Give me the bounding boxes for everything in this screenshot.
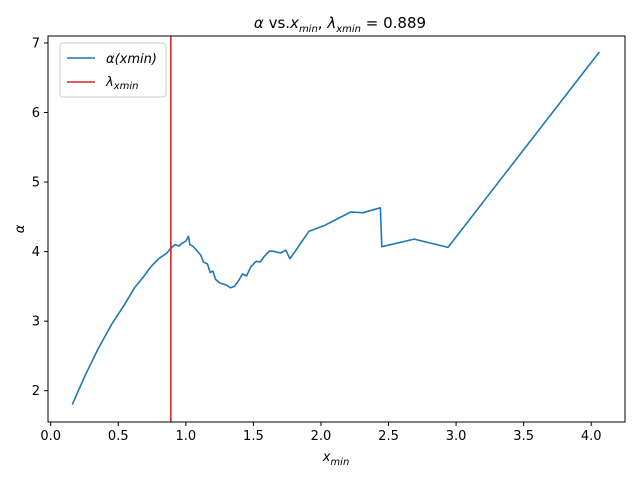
x-tick-label: 3.5 [513, 429, 534, 444]
title-vs: vs. [264, 14, 290, 32]
y-tick-label: 7 [32, 36, 40, 51]
alpha-series-line [71, 51, 600, 405]
x-tick-label: 0.5 [108, 429, 129, 444]
y-tick-label: 5 [32, 176, 40, 191]
legend-lambda-sub: xmin [113, 81, 139, 92]
plot-lines [71, 36, 600, 422]
title-lambda-sub: xmin [335, 24, 361, 35]
x-tick-label: 2.0 [311, 429, 332, 444]
title-sep: , [318, 14, 328, 32]
axes-frame [47, 35, 626, 423]
x-axis-label-base: x [322, 450, 331, 465]
legend-lambda-base: λ [105, 75, 114, 90]
x-tick-label: 0.0 [40, 429, 61, 444]
legend-box [59, 42, 167, 98]
x-tick-label: 1.5 [243, 429, 264, 444]
y-tick-label: 3 [32, 315, 40, 330]
x-axis-label: xmin [322, 450, 350, 468]
x-tick-label: 2.5 [378, 429, 399, 444]
y-axis-ticks: 2 3 4 5 6 7 [32, 36, 48, 399]
title-x: x [289, 14, 299, 32]
y-tick-label: 6 [32, 106, 40, 121]
x-tick-label: 1.0 [175, 429, 196, 444]
chart-title: α vs.xmin, λxmin = 0.889 [254, 14, 426, 35]
legend-label-alpha: α(xmin) [106, 52, 157, 67]
title-value: = 0.889 [361, 14, 426, 32]
legend-label-lambda: λxmin [105, 75, 138, 92]
x-tick-label: 4.0 [581, 429, 602, 444]
title-alpha: α [254, 14, 264, 32]
y-tick-label: 2 [32, 384, 40, 399]
x-axis-ticks: 0.0 0.5 1.0 1.5 2.0 2.5 3.0 3.5 4.0 [40, 422, 602, 444]
title-lambda: λ [326, 14, 336, 32]
x-tick-label: 3.0 [446, 429, 467, 444]
y-axis-label: α [13, 224, 28, 233]
legend: α(xmin) λxmin [59, 42, 167, 98]
y-tick-label: 4 [32, 245, 40, 260]
title-x-sub: min [299, 24, 318, 35]
x-axis-label-sub: min [330, 457, 349, 468]
